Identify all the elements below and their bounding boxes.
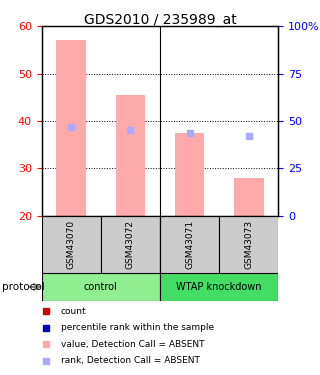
Text: count: count: [60, 307, 86, 316]
Text: GSM43073: GSM43073: [244, 220, 253, 269]
Text: GSM43070: GSM43070: [67, 220, 76, 269]
Text: GSM43071: GSM43071: [185, 220, 194, 269]
Bar: [56, 40, 86, 216]
FancyBboxPatch shape: [219, 216, 278, 273]
FancyBboxPatch shape: [42, 273, 160, 301]
FancyBboxPatch shape: [42, 216, 101, 273]
FancyBboxPatch shape: [160, 273, 278, 301]
Text: WTAP knockdown: WTAP knockdown: [176, 282, 262, 292]
Text: GDS2010 / 235989_at: GDS2010 / 235989_at: [84, 13, 236, 27]
Text: value, Detection Call = ABSENT: value, Detection Call = ABSENT: [60, 340, 204, 349]
Text: protocol: protocol: [2, 282, 44, 292]
Text: GSM43072: GSM43072: [126, 220, 135, 269]
FancyBboxPatch shape: [101, 216, 160, 273]
Text: control: control: [84, 282, 118, 292]
Text: rank, Detection Call = ABSENT: rank, Detection Call = ABSENT: [60, 356, 199, 365]
Bar: [175, 133, 204, 216]
Bar: [234, 178, 264, 216]
Bar: [116, 95, 145, 216]
FancyBboxPatch shape: [160, 216, 219, 273]
Text: percentile rank within the sample: percentile rank within the sample: [60, 323, 214, 332]
